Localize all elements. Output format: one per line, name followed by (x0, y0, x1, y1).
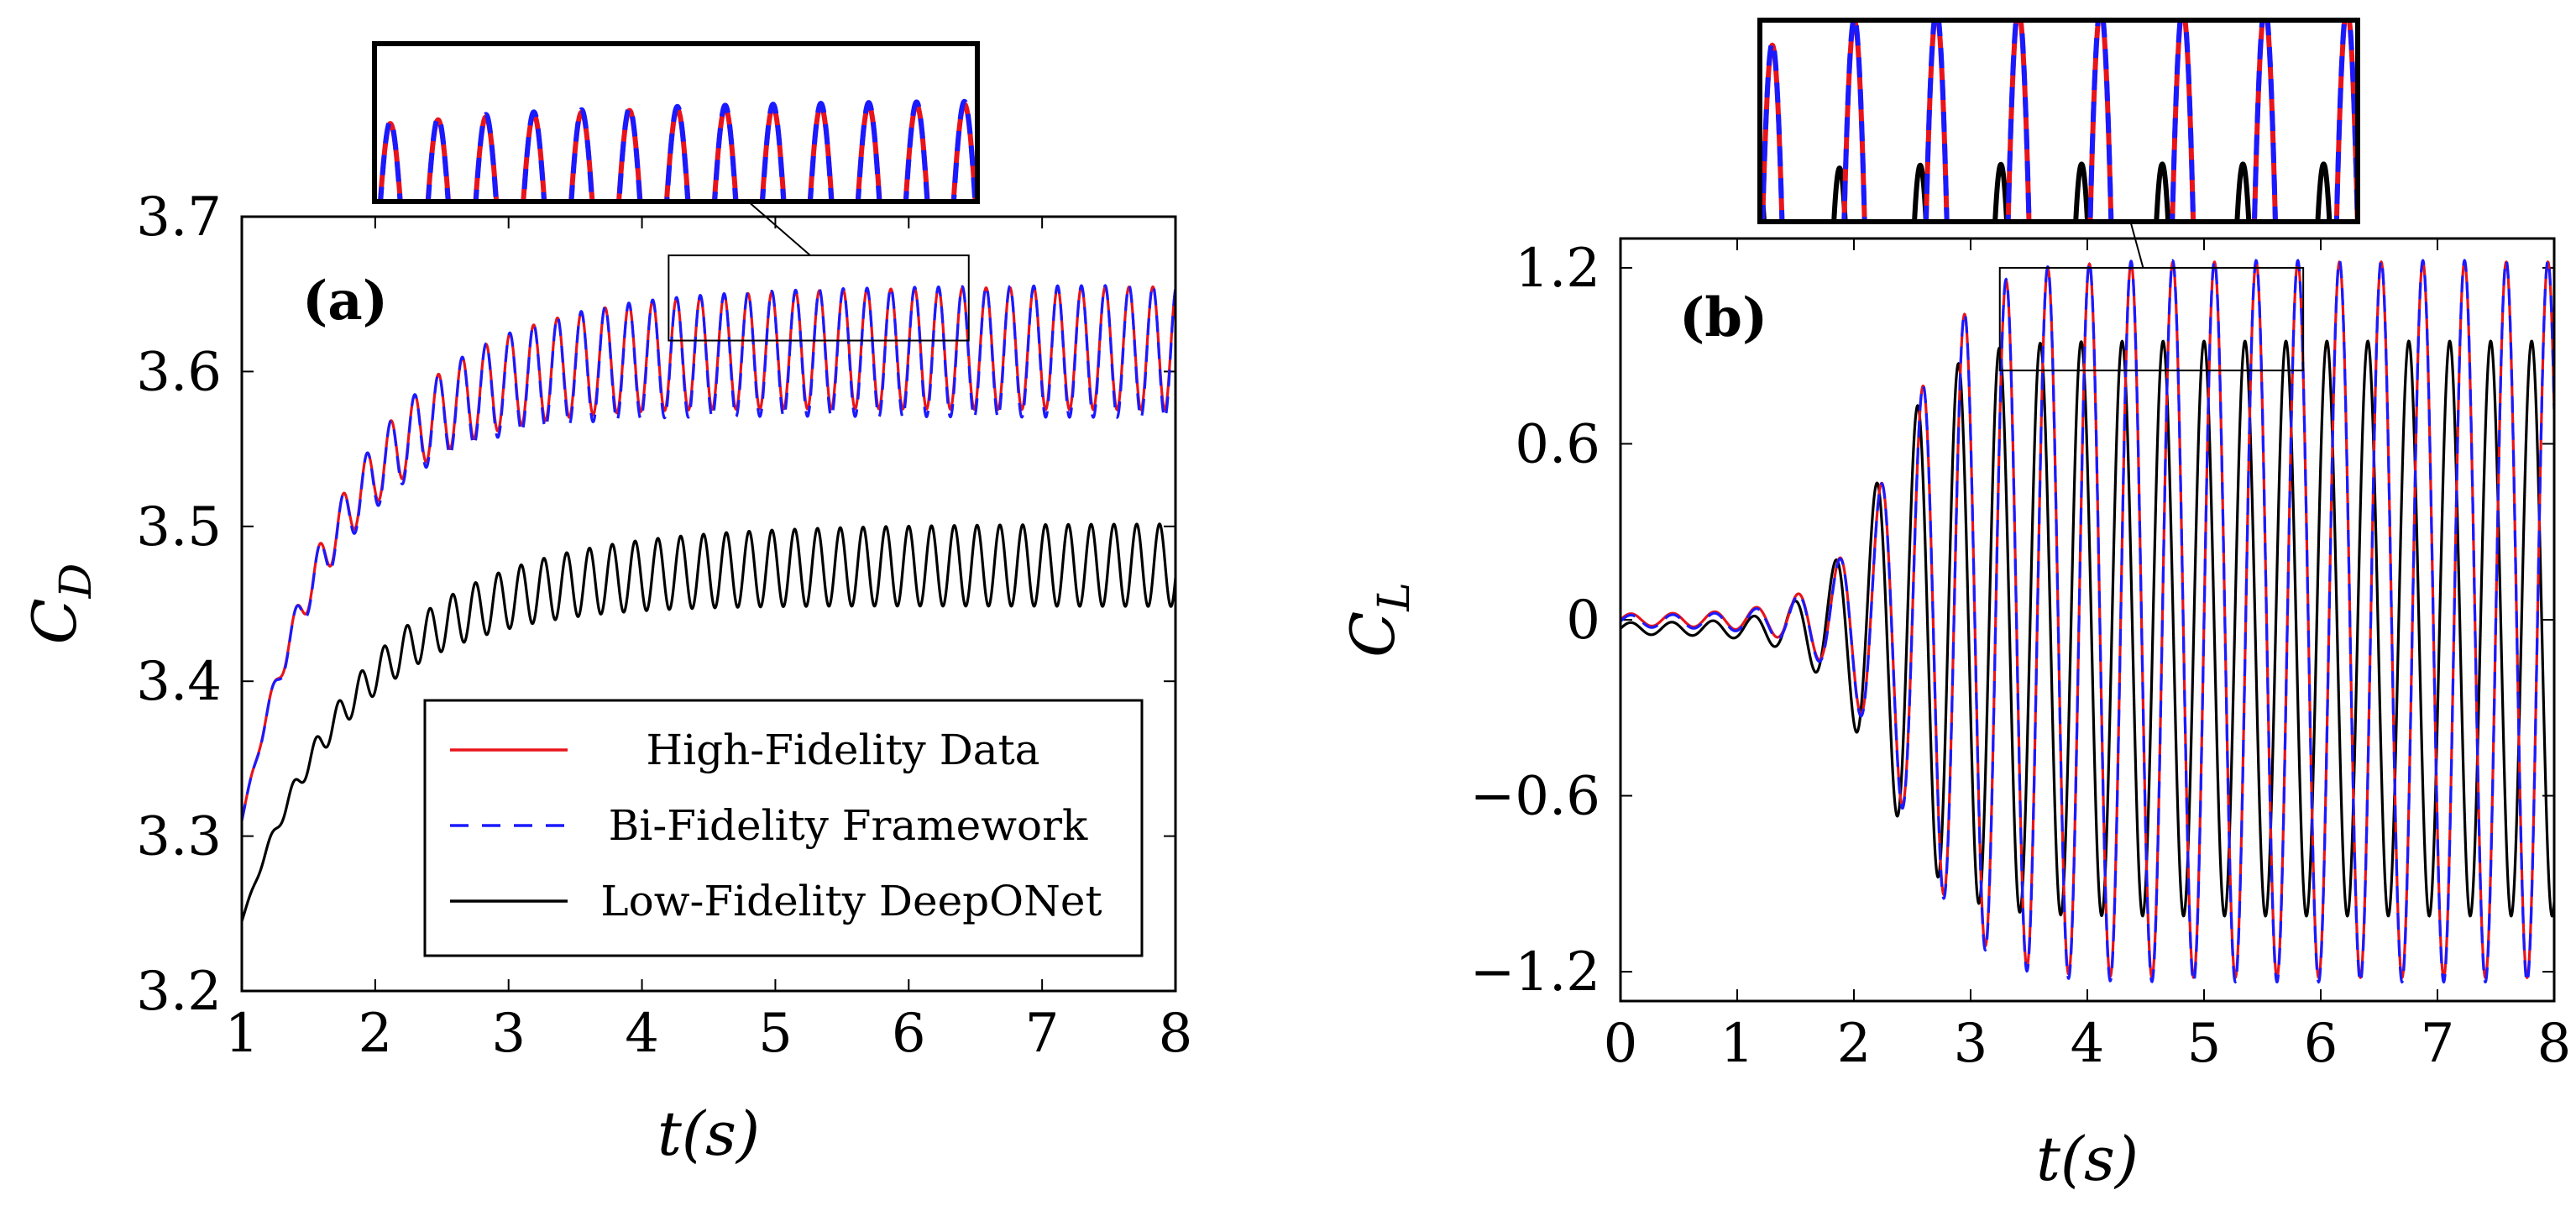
y-tick-label: −1.2 (1470, 941, 1600, 1004)
x-tick-label: 2 (358, 1003, 392, 1065)
x-tick-label: 3 (491, 1003, 526, 1065)
chart-a-zoom-connector (747, 201, 811, 256)
series-line-bi-fidelity-framework (242, 283, 1175, 821)
x-tick-label: 6 (892, 1003, 926, 1065)
chart-a: 1 2 3 4 5 6 7 8 3.2 3.3 3.4 3.5 3.6 3.7 (a) t(s) CD H… (19, 41, 1192, 1169)
chart-a-ylabel: CD (19, 564, 102, 645)
x-tick-label: 7 (1025, 1003, 1060, 1065)
chart-a-inset-series (377, 98, 977, 202)
legend-box (423, 699, 1144, 957)
chart-b-plot-frame (1619, 237, 2556, 1003)
svg-text:CD: CD (19, 564, 102, 645)
x-tick-label: 6 (2304, 1013, 2338, 1075)
chart-b-ylabel: CL (1338, 582, 1420, 658)
chart-b-tick-labels: 0 1 2 3 4 5 6 7 8 −1.2 −0.6 0 0.6 1.2 (1470, 238, 2572, 1075)
chart-a-series-group (242, 283, 1175, 922)
chart-b-inset-frame (1757, 18, 2360, 224)
x-tick-label: 7 (2421, 1013, 2455, 1075)
chart-a-plot-frame (240, 215, 1177, 993)
inset-series-line-bi-fidelity-framework (1760, 20, 2358, 222)
x-tick-label: 4 (2071, 1013, 2105, 1075)
series-line-bi-fidelity-framework (1620, 258, 2554, 984)
y-tick-label: 1.2 (1515, 238, 1600, 300)
chart-a-inset-frame (372, 41, 980, 204)
y-tick-label: 3.5 (136, 496, 222, 558)
x-tick-label: 2 (1837, 1013, 1872, 1075)
chart-a-zoom-region (668, 254, 970, 342)
y-tick-label: −0.6 (1470, 766, 1600, 828)
x-tick-label: 8 (2537, 1013, 2572, 1075)
x-tick-label: 8 (1159, 1003, 1193, 1065)
y-tick-label: 3.3 (136, 806, 222, 868)
svg-text:CL: CL (1338, 582, 1420, 658)
series-line-low-fidelity-deeponet (1620, 339, 2554, 918)
chart-b-panel-label: (b) (1679, 286, 1767, 349)
x-tick-label: 5 (2187, 1013, 2222, 1075)
legend-label-bi-fidelity: Bi-Fidelity Framework (609, 801, 1088, 850)
y-tick-label: 3.2 (136, 961, 222, 1023)
chart-a-legend: High-Fidelity Data Bi-Fidelity Framework… (423, 699, 1144, 957)
legend-label-high-fidelity: High-Fidelity Data (647, 726, 1040, 774)
chart-a-tick-labels: 1 2 3 4 5 6 7 8 3.2 3.3 3.4 3.5 3.6 3.7 (136, 186, 1192, 1065)
chart-b-inset-series (1760, 20, 2358, 222)
y-tick-label: 3.7 (136, 186, 222, 249)
chart-b-zoom-region (1998, 266, 2305, 372)
x-tick-label: 5 (758, 1003, 793, 1065)
chart-b-zoom-connector (2129, 221, 2144, 269)
inset-series-line-bi-fidelity-framework (378, 98, 977, 202)
y-tick-label: 0 (1566, 590, 1600, 652)
x-tick-label: 1 (1720, 1013, 1755, 1075)
series-line-low-fidelity-deeponet (242, 522, 1175, 922)
x-tick-label: 0 (1604, 1013, 1638, 1075)
chart-b-xlabel: t(s) (2036, 1124, 2139, 1194)
x-tick-label: 4 (625, 1003, 659, 1065)
y-tick-label: 3.6 (136, 341, 222, 403)
legend-label-low-fidelity: Low-Fidelity DeepONet (600, 877, 1102, 925)
chart-b-series-group (1620, 258, 2554, 984)
chart-b: 0 1 2 3 4 5 6 7 8 −1.2 −0.6 0 0.6 1.2 (b) t(s) CL (1338, 18, 2572, 1194)
chart-a-panel-label: (a) (302, 270, 388, 333)
y-tick-label: 3.4 (136, 651, 222, 713)
chart-a-xlabel: t(s) (657, 1098, 760, 1169)
y-tick-label: 0.6 (1515, 413, 1600, 475)
x-tick-label: 3 (1954, 1013, 1988, 1075)
x-tick-label: 1 (225, 1003, 259, 1065)
